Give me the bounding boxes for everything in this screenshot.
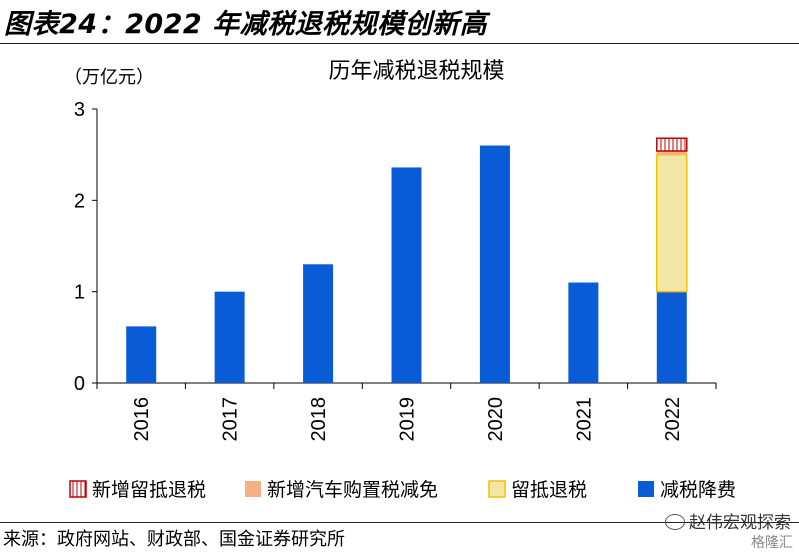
watermark: 赵伟宏观探索 bbox=[665, 508, 791, 533]
bar-减税降费-2022 bbox=[656, 291, 687, 383]
bottom-divider bbox=[0, 522, 799, 523]
legend-label: 新增留抵退税 bbox=[92, 479, 206, 501]
legend-label: 留抵退税 bbox=[511, 479, 587, 501]
bar-减税降费-2016 bbox=[126, 326, 157, 383]
y-tick-label: 3 bbox=[74, 99, 85, 121]
y-tick-label: 1 bbox=[74, 282, 85, 304]
legend-label: 减税降费 bbox=[660, 479, 736, 501]
watermark-text: 赵伟宏观探索 bbox=[689, 513, 791, 533]
x-tick-label: 2017 bbox=[220, 397, 242, 442]
x-tick-label: 2020 bbox=[485, 397, 507, 442]
bar-chart: 历年减税退税规模 （万亿元） 0 1 2 3 2016 2017 2018 2019 2020 202… bbox=[64, 59, 736, 501]
y-tick-label: 2 bbox=[74, 190, 85, 212]
bar-留抵退税-2022 bbox=[656, 153, 688, 293]
x-tick-label: 2019 bbox=[397, 397, 419, 442]
top-divider bbox=[0, 43, 799, 44]
figure-title: 图表24：2022 年减税退税规模创新高 bbox=[4, 9, 488, 40]
bar-减税降费-2018 bbox=[303, 264, 334, 383]
x-tick-label: 2018 bbox=[308, 397, 330, 442]
y-axis-unit: （万亿元） bbox=[64, 67, 154, 88]
watermark-secondary: 格隆汇 bbox=[751, 535, 793, 551]
chart-title: 历年减税退税规模 bbox=[328, 59, 504, 84]
legend-swatch bbox=[638, 481, 654, 497]
legend-swatch bbox=[245, 481, 261, 497]
bar-减税降费-2017 bbox=[214, 291, 245, 383]
bar-新增汽车购置税减免-2022 bbox=[656, 151, 687, 155]
x-tick-label: 2022 bbox=[662, 397, 684, 442]
bar-减税降费-2021 bbox=[568, 282, 599, 383]
wechat-icon bbox=[665, 514, 685, 530]
legend-swatch bbox=[69, 480, 87, 498]
x-tick-label: 2021 bbox=[573, 397, 595, 442]
source-note: 来源：政府网站、财政部、国金证券研究所 bbox=[3, 529, 345, 550]
y-tick-label: 0 bbox=[74, 373, 85, 395]
bar-减税降费-2019 bbox=[391, 167, 422, 383]
bar-新增留抵退税-2022 bbox=[656, 137, 688, 152]
bar-减税降费-2020 bbox=[479, 145, 510, 383]
legend-swatch bbox=[488, 480, 506, 498]
legend-label: 新增汽车购置税减免 bbox=[267, 479, 438, 501]
x-tick-label: 2016 bbox=[131, 397, 153, 442]
